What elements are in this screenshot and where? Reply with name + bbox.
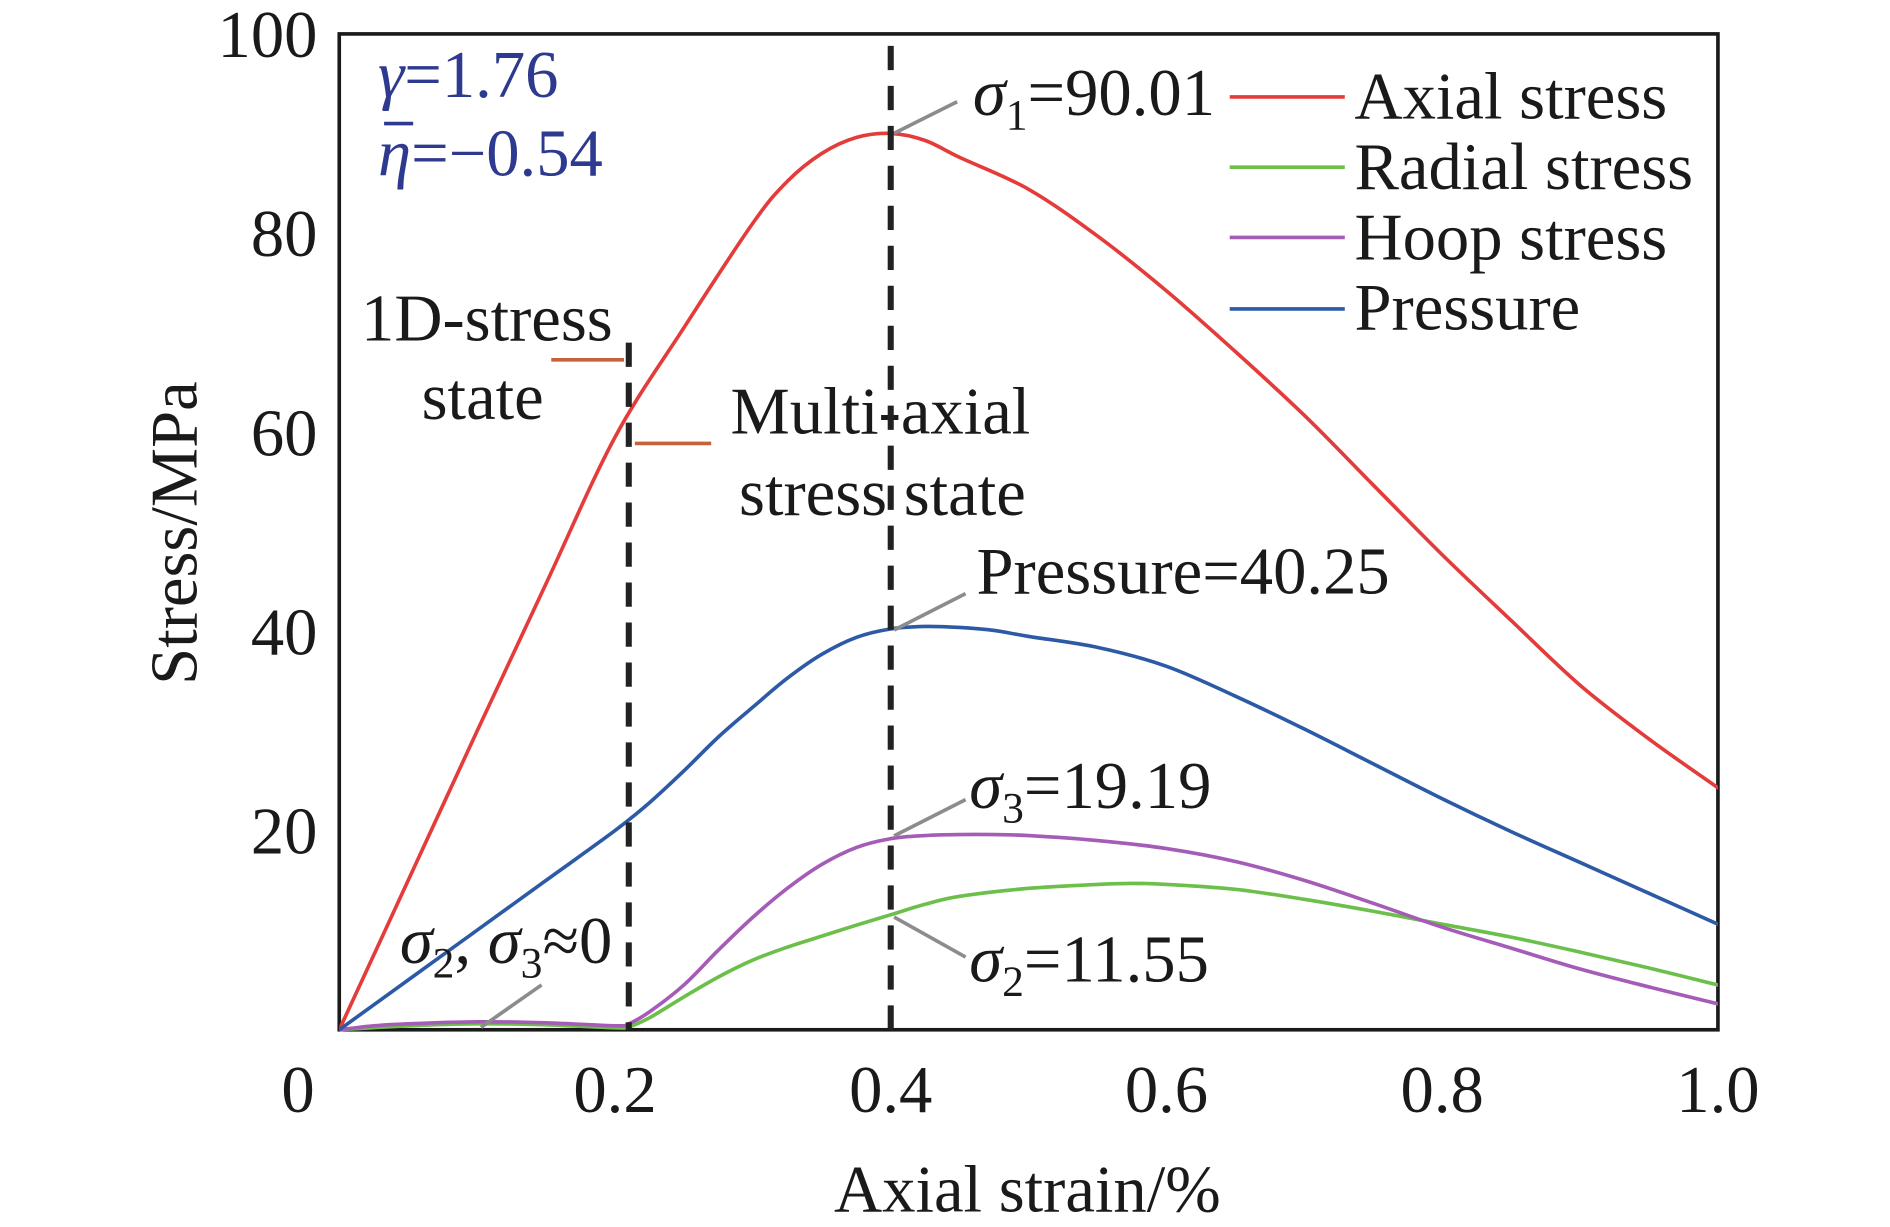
- region-1d-line2: state: [422, 361, 544, 434]
- legend-item-hoop-stress: Hoop stress: [1229, 201, 1667, 274]
- near-zero-separator: ,: [455, 905, 488, 978]
- near-zero-label: σ2, σ3≈0: [400, 905, 613, 988]
- series-line-pressure: [339, 624, 1718, 1032]
- sigma-symbol: σ: [973, 57, 1008, 130]
- sigma2-value: =11.55: [1024, 923, 1209, 996]
- series-lines: [339, 131, 1718, 1032]
- sigma-symbol: σ: [400, 905, 435, 978]
- y-tick-label: 100: [218, 0, 318, 72]
- sigma-subscript: 1: [1006, 92, 1028, 140]
- series-line-axial-stress: [339, 131, 1718, 1032]
- legend-item-radial-stress: Radial stress: [1229, 131, 1693, 204]
- legend: Axial stress Radial stress Hoop stress P…: [1229, 61, 1693, 345]
- near-zero-leader-line: [479, 983, 543, 1029]
- x-axis-label: Axial strain/%: [834, 1153, 1221, 1226]
- legend-label-hoop-stress: Hoop stress: [1354, 201, 1667, 274]
- x-tick-label: 0.6: [1125, 1054, 1208, 1127]
- pressure-peak-label: Pressure=40.25: [976, 536, 1389, 609]
- legend-label-axial-stress: Axial stress: [1354, 61, 1667, 134]
- y-tick-label: 40: [251, 596, 318, 669]
- x-tick-label: 1.0: [1676, 1054, 1759, 1127]
- legend-item-pressure: Pressure: [1229, 272, 1580, 345]
- reference-lines: [625, 45, 894, 1030]
- legend-label-pressure: Pressure: [1354, 272, 1580, 345]
- near-zero-value: ≈0: [542, 905, 612, 978]
- y-tick-label: 20: [251, 796, 318, 869]
- plot-frame: [337, 32, 1720, 1032]
- pressure-peak-callout: Pressure=40.25: [893, 536, 1390, 632]
- sigma-symbol: σ: [969, 923, 1004, 996]
- sigma3-peak-callout: σ3=19.19: [893, 750, 1211, 838]
- x-tick-label: 0: [281, 1054, 314, 1127]
- region-multiaxial-line1: Multi-axial: [731, 376, 1031, 449]
- series-line-hoop-stress: [339, 832, 1718, 1032]
- y-tick-label: 80: [251, 198, 318, 271]
- sigma2-peak-label: σ2=11.55: [969, 923, 1209, 1006]
- sigma-subscript: 3: [1002, 785, 1024, 833]
- gamma-value: =1.76: [404, 39, 558, 112]
- legend-item-axial-stress: Axial stress: [1229, 61, 1667, 134]
- tick-labels: 0 0.2 0.4 0.6 0.8 1.0 20 40 60 80 100: [218, 0, 1760, 1127]
- y-tick-label: 60: [251, 397, 318, 470]
- region-1d-stress: 1D-stress state: [361, 282, 624, 434]
- region-multiaxial-line2: stress state: [739, 457, 1026, 530]
- sigma-subscript: 2: [1002, 958, 1024, 1006]
- eta-value: =−0.54: [411, 118, 603, 191]
- sigma-subscript: 3: [521, 940, 543, 988]
- eta-symbol: η: [378, 118, 411, 191]
- sigma1-peak-callout: σ1=90.01: [893, 57, 1215, 140]
- eta-annotation: η=−0.54: [378, 118, 603, 191]
- sigma1-peak-label: σ1=90.01: [973, 57, 1215, 140]
- region-multiaxial-stress: Multi-axial stress state: [634, 376, 1031, 530]
- sigma-symbol: σ: [969, 750, 1004, 823]
- sigma3-peak-label: σ3=19.19: [969, 750, 1211, 833]
- sigma3-leader-line: [893, 797, 967, 838]
- x-tick-label: 0.4: [849, 1054, 932, 1127]
- sigma2-leader-line: [893, 915, 967, 959]
- x-tick-label: 0.2: [573, 1054, 656, 1127]
- legend-label-radial-stress: Radial stress: [1354, 131, 1693, 204]
- near-zero-callout: σ2, σ3≈0: [400, 905, 613, 1029]
- sigma1-value: =90.01: [1028, 57, 1215, 130]
- sigma3-value: =19.19: [1024, 750, 1211, 823]
- parameter-annotations: γ=1.76 η=−0.54: [378, 39, 603, 191]
- gamma-annotation: γ=1.76: [378, 39, 558, 112]
- sigma-subscript: 2: [433, 940, 455, 988]
- region-1d-line1: 1D-stress: [361, 282, 613, 355]
- pressure-leader-line: [893, 592, 967, 632]
- sigma-symbol: σ: [488, 905, 523, 978]
- sigma2-peak-callout: σ2=11.55: [893, 915, 1209, 1006]
- y-axis-label: Stress/MPa: [138, 381, 211, 685]
- sigma1-leader-line: [893, 100, 958, 135]
- gamma-symbol: γ: [378, 39, 406, 112]
- x-tick-label: 0.8: [1401, 1054, 1484, 1127]
